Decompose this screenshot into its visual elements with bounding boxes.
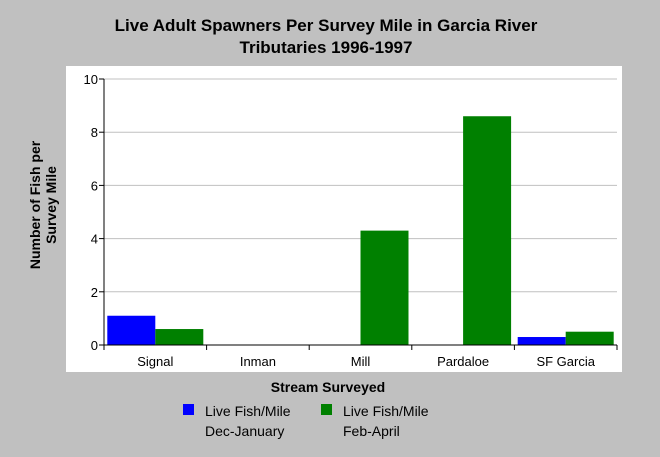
chart-title-line1: Live Adult Spawners Per Survey Mile in G… (115, 16, 538, 35)
y-tick-label: 8 (91, 125, 98, 140)
y-axis-title-line2: Survey Mile (43, 166, 59, 244)
y-tick-label: 4 (91, 232, 98, 247)
legend-label-dec-january-line2: Dec-January (205, 423, 284, 439)
y-tick-label: 2 (91, 285, 98, 300)
legend: Live Fish/Mile Dec-January Live Fish/Mil… (183, 403, 429, 439)
bar-dec-january-signal (107, 315, 156, 345)
bar-feb-april-sf-garcia (565, 331, 614, 345)
x-tick-label: Inman (240, 354, 276, 369)
legend-label-feb-april-line2: Feb-April (343, 423, 400, 439)
bar-feb-april-pardaloe (463, 116, 512, 346)
legend-label-dec-january-line1: Live Fish/Mile (205, 403, 291, 419)
x-axis-title: Stream Surveyed (271, 379, 385, 395)
bar-feb-april-mill (360, 230, 409, 345)
bar-dec-january-sf-garcia (517, 337, 566, 345)
x-tick-label: Signal (137, 354, 173, 369)
legend-swatch-dec-january (183, 404, 194, 415)
x-tick-label: Mill (351, 354, 371, 369)
y-tick-labels: 0 2 4 6 8 10 (84, 72, 98, 353)
axes (99, 78, 618, 350)
bar-feb-april-signal (155, 329, 204, 345)
y-tick-label: 10 (84, 72, 98, 87)
y-tick-label: 6 (91, 178, 98, 193)
legend-label-feb-april-line1: Live Fish/Mile (343, 403, 429, 419)
x-tick-label: Pardaloe (437, 354, 489, 369)
y-tick-label: 0 (91, 338, 98, 353)
x-tick-label: SF Garcia (536, 354, 595, 369)
bars (107, 116, 614, 346)
y-axis-title-line1: Number of Fish per (27, 140, 43, 269)
plot-area (66, 66, 622, 372)
chart-title-line2: Tributaries 1996-1997 (240, 38, 413, 57)
legend-swatch-feb-april (321, 404, 332, 415)
x-tick-labels: Signal Inman Mill Pardaloe SF Garcia (137, 354, 595, 369)
